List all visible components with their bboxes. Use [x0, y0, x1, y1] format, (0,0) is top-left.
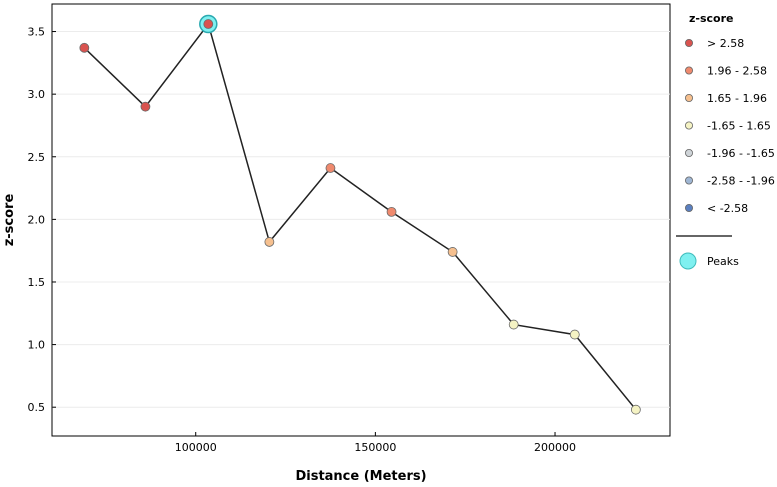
y-axis: 0.5 1.0 1.5 2.0 2.5 3.0 3.5 — [28, 26, 56, 414]
data-point — [508, 319, 519, 330]
data-point — [325, 163, 336, 173]
y-tick-label: 2.5 — [28, 151, 46, 164]
series-line-path — [83, 22, 637, 411]
y-tick-label: 1.0 — [28, 339, 46, 352]
y-tick-label: 3.0 — [28, 88, 46, 101]
legend-label: -1.96 - -1.65 — [707, 147, 775, 160]
y-tick-label: 2.0 — [28, 213, 46, 226]
y-tick-label: 3.5 — [28, 26, 46, 39]
legend-peaks-label: Peaks — [707, 255, 739, 268]
x-tick-label: 200000 — [534, 441, 576, 454]
x-tick-label: 150000 — [354, 441, 396, 454]
x-axis-title: Distance (Meters) — [295, 469, 426, 484]
data-point — [203, 19, 214, 29]
legend-marker — [685, 203, 694, 212]
legend-marker — [685, 94, 694, 103]
data-point — [386, 206, 397, 217]
y-axis-title: z-score — [2, 194, 17, 247]
legend-label: -1.65 - 1.65 — [707, 120, 771, 133]
data-point — [630, 404, 641, 415]
y-tick-label: 1.5 — [28, 276, 46, 289]
legend-marker — [685, 148, 694, 157]
series-points — [79, 19, 641, 415]
legend-marker — [685, 66, 694, 75]
data-point — [569, 329, 580, 340]
plot-area — [51, 3, 671, 437]
legend-marker — [685, 39, 694, 48]
y-tick-label: 0.5 — [28, 401, 46, 414]
x-axis: 100000 150000 200000 — [175, 432, 576, 454]
legend-label: < -2.58 — [707, 202, 748, 215]
legend-label: > 2.58 — [707, 37, 744, 50]
legend-marker — [685, 121, 694, 130]
data-point — [264, 237, 275, 247]
data-point — [79, 42, 90, 53]
data-point — [447, 247, 458, 257]
data-point — [140, 101, 151, 112]
legend-peaks-marker — [679, 252, 697, 270]
legend-label: -2.58 - -1.96 — [707, 175, 775, 188]
legend-label: 1.96 - 2.58 — [707, 65, 767, 78]
x-tick-label: 100000 — [175, 441, 217, 454]
series-line — [83, 22, 637, 411]
legend-label: 1.65 - 1.96 — [707, 92, 767, 105]
legend-title: z-score — [689, 12, 733, 25]
legend-marker — [685, 176, 694, 185]
legend: z-score > 2.58 1.96 - 2.58 1.65 - 1.96 -1.6… — [676, 12, 775, 270]
